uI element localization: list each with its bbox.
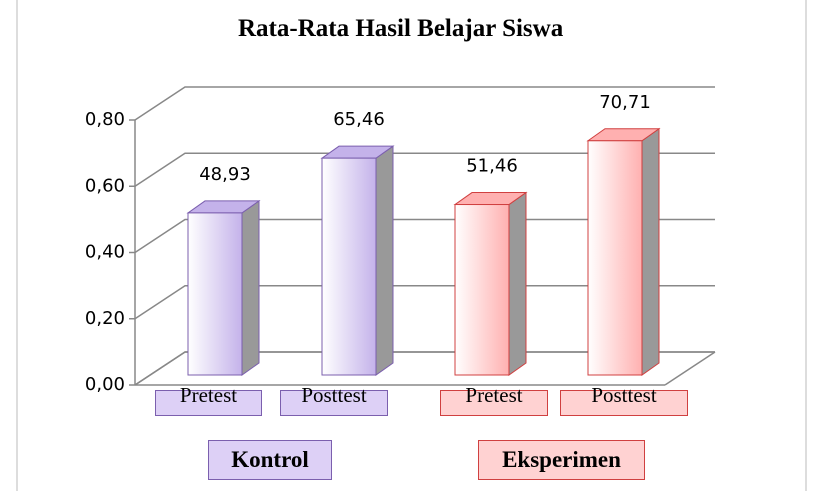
x-tick-label: Posttest [301,383,367,407]
bar [454,204,510,376]
bar-side [241,199,260,376]
data-label: 48,93 [199,164,251,185]
grid-line [134,218,715,254]
grid-line [134,351,715,386]
group-label: Eksperimen [478,440,645,480]
group-label: Kontrol [208,440,332,480]
y-tick-label: 0,80 [85,109,125,130]
category-box: Pretest [440,385,548,416]
y-tick-label: 0,60 [85,175,125,196]
data-label: 65,46 [333,109,385,130]
bar-side [641,127,660,376]
x-tick-label: Pretest [465,383,523,407]
category-box: Posttest [560,385,688,416]
data-label: 51,46 [466,156,518,177]
x-tick-label: Pretest [179,383,238,407]
grid-line [134,86,715,121]
bar [187,212,243,376]
chart-title: Rata-Rata Hasil Belajar Siswa [238,15,564,42]
category-box: Pretest [155,385,262,416]
x-tick-label: Posttest [591,383,657,407]
bar-side [375,145,394,376]
y-tick-label: 0,00 [85,374,125,395]
y-tick-label: 0,40 [85,242,125,263]
bar [321,157,377,376]
grid-line [134,152,715,187]
y-tick-label: 0,20 [85,308,125,329]
data-label: 70,71 [599,92,651,113]
bar-side [508,191,527,376]
bar [587,140,643,376]
floor-edge [664,351,716,386]
grid-line [134,285,715,320]
category-box: Posttest [280,385,388,416]
